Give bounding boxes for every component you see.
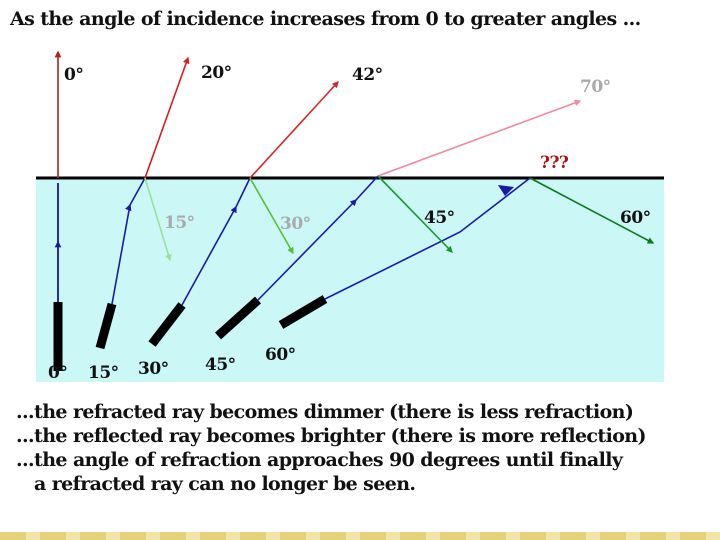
- reflected-ray-60: [529, 177, 655, 244]
- refracted-ray-42: [249, 81, 339, 179]
- refraction-label-question: ???: [540, 153, 569, 173]
- reflected-ray-15: [144, 177, 172, 262]
- light-source-60: [278, 295, 328, 329]
- light-source-15: [95, 302, 117, 350]
- incident-ray-15: [111, 177, 146, 305]
- incident-ray-30: [181, 177, 251, 306]
- note-refracted-dimmer: ...the refracted ray becomes dimmer (the…: [16, 401, 634, 423]
- incidence-label-30: 30°: [138, 359, 169, 379]
- refraction-label-20: 20°: [201, 63, 232, 83]
- reflected-ray-30: [249, 177, 294, 255]
- incident-ray-60: [324, 177, 531, 300]
- reflected-ray-45: [377, 175, 453, 253]
- incidence-label-60: 60°: [265, 345, 296, 365]
- light-source-30: [148, 302, 186, 347]
- refraction-label-70: 70°: [580, 77, 611, 97]
- reflection-label-45: 45°: [424, 208, 455, 228]
- refraction-label-0: 0°: [64, 65, 83, 85]
- note-reflected-brighter: ...the reflected ray becomes brighter (t…: [16, 425, 646, 447]
- reflection-label-60: 60°: [620, 208, 651, 228]
- note-no-refracted-ray: a refracted ray can no longer be seen.: [34, 473, 416, 495]
- slide-title: As the angle of incidence increases from…: [10, 8, 641, 30]
- note-angle-approaches-90: ...the angle of refraction approaches 90…: [16, 449, 623, 471]
- light-source-45: [214, 296, 262, 340]
- refracted-ray-20: [144, 56, 190, 179]
- refracted-ray-70: [377, 99, 582, 177]
- footer-decoration: [0, 532, 720, 540]
- water-region: [36, 178, 664, 382]
- incident-ray-45: [257, 175, 379, 301]
- explanation-text: ...the refracted ray becomes dimmer (the…: [16, 400, 716, 496]
- refraction-label-42: 42°: [352, 65, 383, 85]
- incident-ray-60-arrowhead: [498, 185, 514, 196]
- incidence-label-0: 0°: [48, 363, 67, 383]
- reflection-label-30: 30°: [280, 214, 311, 234]
- reflection-label-15: 15°: [164, 213, 195, 233]
- incidence-label-15: 15°: [88, 363, 119, 383]
- incidence-label-45: 45°: [205, 355, 236, 375]
